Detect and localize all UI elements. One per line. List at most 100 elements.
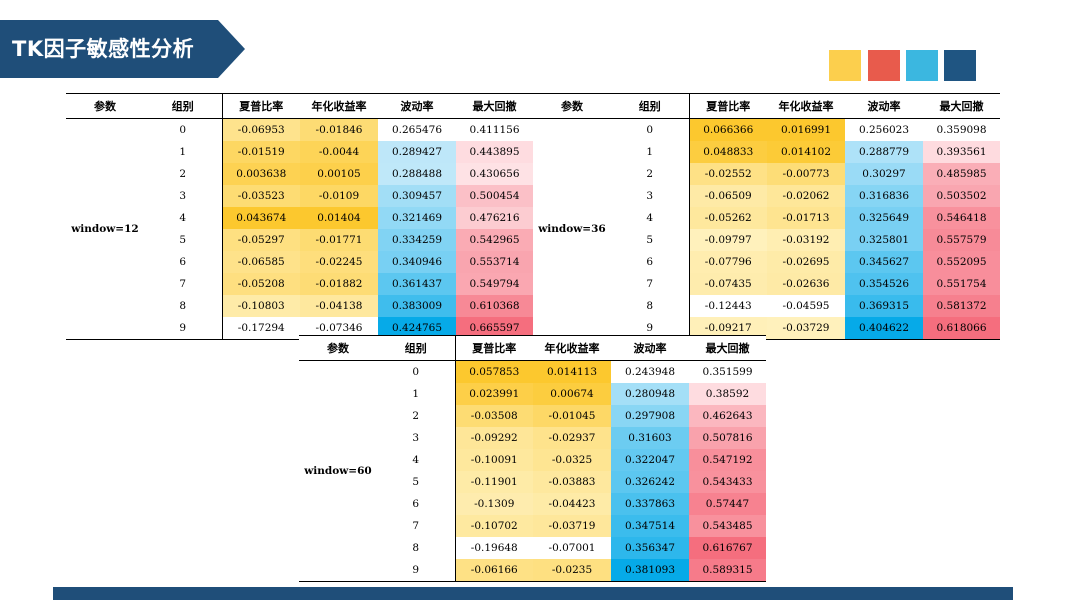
volatility-value: 0.361437 (378, 273, 456, 295)
title-banner (0, 20, 245, 78)
table-row: 2 -0.03508 -0.01045 0.297908 0.462643 (299, 405, 766, 427)
annual-return-value: 0.014102 (767, 141, 845, 163)
max-drawdown-value: 0.610368 (456, 295, 533, 317)
max-drawdown-value: 0.393561 (923, 141, 1000, 163)
group-number: 7 (377, 515, 455, 537)
annual-return-value: -0.04595 (767, 295, 845, 317)
volatility-value: 0.325649 (845, 207, 923, 229)
sharpe-value: 0.066366 (688, 118, 767, 141)
group-number: 0 (377, 360, 455, 383)
sensitivity-table-window-60: 参数 组别 夏普比率 年化收益率 波动率 最大回撤 window=60 0 0.057853 0.… (299, 335, 766, 582)
max-drawdown-value: 0.549794 (456, 273, 533, 295)
sharpe-value: -0.06509 (688, 185, 767, 207)
max-drawdown-value: 0.553714 (456, 251, 533, 273)
group-number: 5 (611, 229, 689, 251)
sharpe-value: -0.1309 (454, 493, 533, 515)
table-row: 6 -0.07796 -0.02695 0.345627 0.552095 (533, 251, 1000, 273)
max-drawdown-value: 0.507816 (689, 427, 766, 449)
sharpe-value: -0.10702 (454, 515, 533, 537)
group-number: 9 (377, 559, 455, 582)
column-header: 夏普比率 (454, 335, 533, 361)
group-number: 7 (144, 273, 222, 295)
max-drawdown-value: 0.618066 (923, 317, 1000, 340)
param-label: window=60 (299, 360, 377, 582)
group-number: 0 (611, 118, 689, 141)
max-drawdown-value: 0.589315 (689, 559, 766, 582)
group-number: 1 (377, 383, 455, 405)
sharpe-value: 0.048833 (688, 141, 767, 163)
sharpe-value: -0.07435 (688, 273, 767, 295)
volatility-value: 0.369315 (845, 295, 923, 317)
table-row: 8 -0.19648 -0.07001 0.356347 0.616767 (299, 537, 766, 559)
max-drawdown-value: 0.500454 (456, 185, 533, 207)
table-row: 5 -0.09797 -0.03192 0.325801 0.557579 (533, 229, 1000, 251)
sharpe-value: -0.12443 (688, 295, 767, 317)
annual-return-value: -0.03192 (767, 229, 845, 251)
volatility-value: 0.30297 (845, 163, 923, 185)
sharpe-value: -0.03523 (221, 185, 300, 207)
annual-return-value: -0.02636 (767, 273, 845, 295)
annual-return-value: 0.01404 (300, 207, 378, 229)
group-number: 8 (144, 295, 222, 317)
table-row: 1 0.048833 0.014102 0.288779 0.393561 (533, 141, 1000, 163)
color-swatch-red (868, 50, 900, 81)
sharpe-value: -0.09797 (688, 229, 767, 251)
column-header: 年化收益率 (533, 335, 611, 361)
annual-return-value: -0.0325 (533, 449, 611, 471)
sharpe-value: -0.05262 (688, 207, 767, 229)
volatility-value: 0.289427 (378, 141, 456, 163)
volatility-value: 0.243948 (611, 360, 689, 383)
column-header: 夏普比率 (221, 93, 300, 119)
table-row: 1 0.023991 0.00674 0.280948 0.38592 (299, 383, 766, 405)
table-row: 2 0.003638 0.00105 0.288488 0.430656 (66, 163, 533, 185)
annual-return-value: 0.014113 (533, 360, 611, 383)
annual-return-value: -0.01771 (300, 229, 378, 251)
table-row: 3 -0.09292 -0.02937 0.31603 0.507816 (299, 427, 766, 449)
sharpe-value: -0.07796 (688, 251, 767, 273)
max-drawdown-value: 0.351599 (689, 360, 766, 383)
max-drawdown-value: 0.359098 (923, 118, 1000, 141)
sharpe-value: -0.02552 (688, 163, 767, 185)
annual-return-value: -0.0235 (533, 559, 611, 582)
annual-return-value: -0.01882 (300, 273, 378, 295)
table-row: 5 -0.11901 -0.03883 0.326242 0.543433 (299, 471, 766, 493)
max-drawdown-value: 0.551754 (923, 273, 1000, 295)
volatility-value: 0.326242 (611, 471, 689, 493)
group-number: 4 (611, 207, 689, 229)
volatility-value: 0.383009 (378, 295, 456, 317)
max-drawdown-value: 0.57447 (689, 493, 766, 515)
table-row: window=60 0 0.057853 0.014113 0.243948 0.3515… (299, 360, 766, 582)
sharpe-value: -0.05297 (221, 229, 300, 251)
param-label: window=36 (533, 118, 611, 340)
table-row: 2 -0.02552 -0.00773 0.30297 0.485985 (533, 163, 1000, 185)
volatility-value: 0.354526 (845, 273, 923, 295)
group-number: 4 (377, 449, 455, 471)
max-drawdown-value: 0.546418 (923, 207, 1000, 229)
table-row: 7 -0.05208 -0.01882 0.361437 0.549794 (66, 273, 533, 295)
annual-return-value: -0.01713 (767, 207, 845, 229)
annual-return-value: -0.03883 (533, 471, 611, 493)
column-header: 最大回撤 (689, 335, 766, 361)
max-drawdown-value: 0.503502 (923, 185, 1000, 207)
column-header: 参数 (66, 93, 144, 119)
column-header: 组别 (611, 93, 689, 119)
annual-return-value: -0.02245 (300, 251, 378, 273)
group-number: 9 (144, 317, 222, 340)
max-drawdown-value: 0.38592 (689, 383, 766, 405)
sharpe-value: 0.003638 (221, 163, 300, 185)
max-drawdown-value: 0.547192 (689, 449, 766, 471)
max-drawdown-value: 0.543433 (689, 471, 766, 493)
group-number: 2 (377, 405, 455, 427)
max-drawdown-value: 0.430656 (456, 163, 533, 185)
param-label: window=12 (66, 118, 144, 340)
max-drawdown-value: 0.616767 (689, 537, 766, 559)
table-row: 3 -0.06509 -0.02062 0.316836 0.503502 (533, 185, 1000, 207)
volatility-value: 0.297908 (611, 405, 689, 427)
sharpe-value: -0.03508 (454, 405, 533, 427)
group-number: 1 (144, 141, 222, 163)
volatility-value: 0.321469 (378, 207, 456, 229)
volatility-value: 0.288779 (845, 141, 923, 163)
max-drawdown-value: 0.581372 (923, 295, 1000, 317)
table-row: 7 -0.10702 -0.03719 0.347514 0.543485 (299, 515, 766, 537)
table-row: 4 -0.05262 -0.01713 0.325649 0.546418 (533, 207, 1000, 229)
